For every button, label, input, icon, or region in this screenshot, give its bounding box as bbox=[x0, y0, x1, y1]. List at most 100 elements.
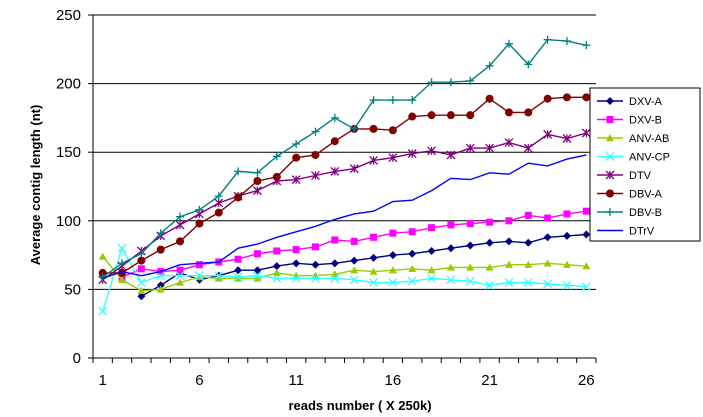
data-point-dxv-a bbox=[253, 266, 262, 275]
data-point-dxv-b bbox=[428, 224, 436, 232]
y-tick-label: 0 bbox=[73, 350, 81, 367]
series-group bbox=[98, 35, 591, 316]
data-point-dbv-b bbox=[214, 192, 223, 201]
x-tick-label: 1 bbox=[99, 372, 107, 389]
x-tick-label: 11 bbox=[288, 372, 304, 389]
data-point-anv-cp bbox=[330, 273, 340, 283]
y-axis-tick-labels: 0 50 100 150 200 250 bbox=[56, 7, 81, 367]
data-point-anv-ab bbox=[176, 278, 185, 286]
data-point-dbv-a bbox=[272, 172, 281, 181]
data-point-dtv bbox=[407, 149, 417, 159]
data-point-dbv-a bbox=[524, 108, 533, 117]
data-point-dbv-a bbox=[311, 150, 320, 159]
data-point-dxv-b bbox=[370, 233, 378, 241]
x-axis-tick-labels: 1 6 11 16 21 26 bbox=[99, 372, 595, 389]
x-tick-label: 26 bbox=[578, 372, 595, 389]
data-point-dbv-b bbox=[427, 78, 436, 87]
legend-marker bbox=[605, 152, 615, 161]
data-point-dxv-a bbox=[408, 249, 417, 258]
data-point-dtv bbox=[543, 129, 553, 139]
data-point-dbv-a bbox=[504, 108, 513, 117]
data-point-anv-cp bbox=[523, 278, 533, 287]
data-point-anv-cp bbox=[369, 278, 378, 287]
legend-marker bbox=[606, 97, 614, 105]
data-point-anv-cp bbox=[136, 278, 146, 287]
data-point-anv-ab bbox=[118, 275, 127, 283]
data-point-dbv-a bbox=[156, 245, 165, 254]
data-point-dxv-b bbox=[253, 250, 261, 258]
x-tick-label: 16 bbox=[385, 372, 402, 389]
legend-item-dbv-a: DBV-A bbox=[597, 189, 663, 201]
data-point-dbv-b bbox=[408, 96, 417, 105]
data-point-dxv-a bbox=[350, 256, 359, 265]
data-point-dtv bbox=[427, 146, 437, 156]
data-point-anv-cp bbox=[485, 280, 495, 290]
data-point-dtv bbox=[291, 175, 301, 185]
data-point-anv-ab bbox=[156, 285, 165, 293]
data-point-dbv-a bbox=[118, 268, 127, 277]
x-tick-label: 6 bbox=[195, 372, 203, 389]
data-point-anv-cp bbox=[543, 279, 553, 289]
data-point-anv-cp bbox=[465, 276, 475, 286]
data-point-dxv-b bbox=[311, 243, 319, 251]
data-point-anv-ab bbox=[369, 267, 378, 275]
data-point-anv-cp bbox=[272, 273, 282, 283]
y-tick-label: 200 bbox=[56, 76, 81, 93]
x-tick-label: 21 bbox=[481, 372, 498, 389]
data-point-dxv-a bbox=[388, 251, 397, 260]
data-point-dxv-a bbox=[543, 233, 552, 242]
legend-label: DTrV bbox=[629, 226, 655, 238]
legend-label: DBV-A bbox=[629, 189, 663, 201]
data-point-dxv-b bbox=[505, 217, 513, 225]
data-point-dxv-a bbox=[137, 292, 146, 301]
data-point-dbv-a bbox=[562, 93, 571, 102]
legend-label: DXV-B bbox=[629, 115, 662, 127]
data-point-dbv-b bbox=[369, 96, 378, 105]
legend-label: DBV-B bbox=[629, 207, 662, 219]
data-point-dxv-a bbox=[446, 244, 455, 253]
data-point-dxv-b bbox=[137, 265, 145, 273]
legend-label: DXV-A bbox=[629, 96, 663, 108]
data-point-dtv bbox=[523, 143, 533, 153]
data-point-dtv bbox=[349, 164, 359, 174]
data-point-anv-cp bbox=[427, 273, 437, 283]
data-point-dbv-b bbox=[137, 249, 146, 258]
data-point-dxv-a bbox=[504, 237, 513, 246]
legend-marker bbox=[606, 208, 614, 216]
data-point-dxv-b bbox=[408, 228, 416, 236]
data-point-dxv-a bbox=[582, 230, 591, 239]
data-point-dbv-b bbox=[156, 229, 165, 238]
data-point-anv-ab bbox=[272, 268, 281, 277]
data-point-dxv-a bbox=[427, 246, 436, 255]
data-point-anv-ab bbox=[214, 274, 223, 282]
data-point-anv-cp bbox=[349, 275, 359, 285]
series-line-dbv-b bbox=[102, 38, 587, 278]
data-point-dtv bbox=[581, 128, 591, 138]
data-point-anv-cp bbox=[214, 271, 224, 281]
data-point-anv-cp bbox=[504, 278, 514, 287]
data-point-anv-cp bbox=[98, 306, 108, 316]
data-point-anv-cp bbox=[311, 273, 320, 283]
data-point-dbv-a bbox=[330, 137, 339, 146]
data-point-dxv-a bbox=[330, 259, 339, 268]
data-point-dtv bbox=[388, 153, 398, 163]
data-point-anv-ab bbox=[350, 266, 359, 274]
data-point-dtv bbox=[330, 166, 340, 176]
data-point-dbv-b bbox=[543, 35, 552, 44]
data-point-dbv-b bbox=[562, 37, 571, 46]
data-point-anv-ab bbox=[562, 260, 571, 268]
y-tick-label: 250 bbox=[56, 7, 81, 24]
x-axis-title: reads number ( X 250k) bbox=[288, 398, 431, 413]
data-point-dbv-b bbox=[272, 152, 281, 161]
data-point-dbv-a bbox=[485, 94, 494, 103]
data-point-anv-cp bbox=[156, 271, 166, 281]
data-point-dbv-b bbox=[582, 41, 591, 50]
data-point-dbv-b bbox=[446, 78, 455, 87]
data-point-dxv-b bbox=[447, 221, 455, 229]
data-point-dbv-b bbox=[176, 212, 185, 221]
data-point-anv-ab bbox=[524, 260, 533, 268]
data-point-dbv-a bbox=[195, 219, 204, 228]
series-line-anv-ab bbox=[102, 256, 587, 292]
legend-marker bbox=[606, 134, 614, 142]
data-point-dbv-b bbox=[466, 76, 475, 85]
